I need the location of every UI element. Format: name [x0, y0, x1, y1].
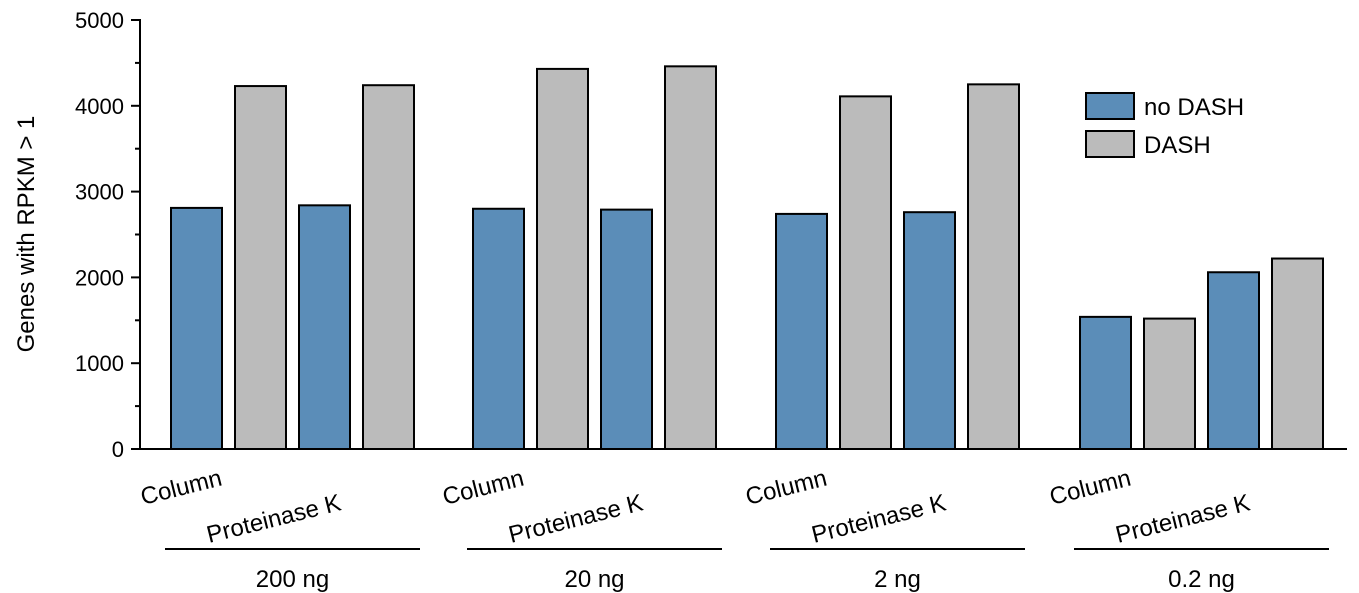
y-tick-label: 1000	[75, 351, 124, 376]
bar-no-dash	[775, 212, 828, 450]
category-label: Column	[138, 465, 225, 511]
legend-label-dash: DASH	[1144, 132, 1211, 159]
bar-dash	[1143, 317, 1196, 451]
bar-no-dash	[170, 206, 223, 450]
category-label: Column	[440, 465, 527, 511]
bar-dash	[664, 65, 717, 450]
bar-no-dash	[1079, 315, 1132, 451]
bar-no-dash	[472, 207, 525, 450]
category-label: Proteinase K	[809, 489, 949, 548]
bar-dash	[234, 85, 287, 450]
category-label: Proteinase K	[204, 489, 344, 548]
bar-dash	[536, 67, 589, 450]
legend-label-no-dash: no DASH	[1144, 94, 1244, 121]
category-label: Proteinase K	[506, 489, 646, 548]
category-label: Column	[743, 465, 830, 511]
legend-swatch-no-dash	[1085, 92, 1135, 120]
bars	[170, 65, 1324, 451]
y-axis-ticks: 0 1000 2000 3000 4000 5000	[75, 8, 140, 462]
y-tick-label: 3000	[75, 180, 124, 205]
bar-dash	[1271, 257, 1324, 450]
y-tick-label: 0	[112, 437, 124, 462]
y-tick-label: 2000	[75, 265, 124, 290]
group-label: 2 ng	[874, 566, 921, 593]
bar-no-dash	[298, 204, 351, 450]
group-label: 200 ng	[256, 566, 329, 593]
group-label: 0.2 ng	[1168, 566, 1235, 593]
category-label: Proteinase K	[1113, 489, 1253, 548]
bar-dash	[839, 95, 892, 450]
category-label: Column	[1047, 465, 1134, 511]
group-label: 20 ng	[564, 566, 624, 593]
y-axis-title: Genes with RPKM > 1	[13, 116, 40, 353]
bar-dash	[362, 84, 415, 450]
y-tick-label: 4000	[75, 94, 124, 119]
y-tick-label: 5000	[75, 8, 124, 33]
bar-dash	[967, 83, 1020, 450]
group-labels: 200 ng 20 ng 2 ng 0.2 ng	[165, 548, 1329, 593]
bar-no-dash	[600, 208, 653, 450]
bar-no-dash	[1207, 271, 1260, 451]
bar-no-dash	[903, 211, 956, 450]
legend: no DASH DASH	[1085, 92, 1244, 159]
legend-swatch-dash	[1085, 130, 1135, 158]
